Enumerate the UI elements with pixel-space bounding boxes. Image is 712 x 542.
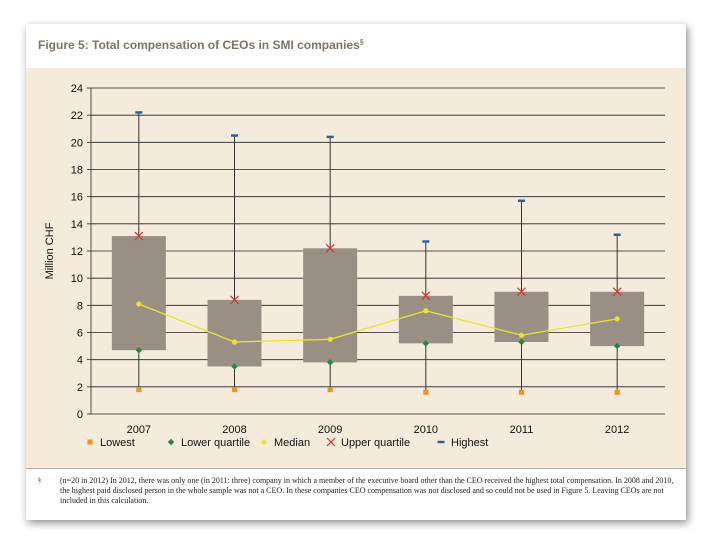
upper-quartile-marker xyxy=(325,243,335,253)
upper-quartile-marker xyxy=(421,291,431,301)
legend-label: Lower quartile xyxy=(181,437,250,449)
median-marker xyxy=(518,332,525,338)
y-tick-label: 22 xyxy=(71,110,83,122)
legend-label: Upper quartile xyxy=(341,437,410,449)
legend-label: Median xyxy=(274,437,310,449)
y-tick-label: 16 xyxy=(71,192,83,204)
lower-quartile-marker xyxy=(518,338,525,346)
y-tick-label: 2 xyxy=(77,382,83,394)
plot-area: 0 2 4 6 8 10 12 14 16 18 20 22 24 Million CHF 2007 2008… xyxy=(26,68,686,468)
y-tick-label: 18 xyxy=(71,165,83,177)
footnote-divider xyxy=(26,468,686,469)
x-tick-label: 2011 xyxy=(510,424,534,436)
legend-upper-quartile-marker xyxy=(326,437,336,447)
y-tick-label: 0 xyxy=(77,409,83,421)
lowest-marker xyxy=(423,389,429,395)
x-tick-label: 2012 xyxy=(605,424,629,436)
lowest-marker xyxy=(518,389,525,395)
upper-quartile-marker xyxy=(134,231,144,241)
lower-quartile-marker xyxy=(135,346,143,354)
median-marker xyxy=(327,336,333,342)
y-tick-label: 20 xyxy=(71,137,83,149)
title-bar: Figure 5: Total compensation of CEOs in … xyxy=(26,24,686,68)
lowest-marker xyxy=(614,389,620,395)
lower-quartile-marker xyxy=(231,363,238,370)
upper-quartile-marker xyxy=(517,287,526,297)
legend-median-marker xyxy=(261,439,267,445)
legend-lower-quartile-marker xyxy=(167,438,175,446)
y-tick-label: 12 xyxy=(71,246,83,258)
y-tick-label: 8 xyxy=(77,300,83,312)
y-tick-label: 10 xyxy=(71,273,83,285)
iqr-box xyxy=(111,236,166,351)
iqr-box xyxy=(398,295,453,344)
iqr-box xyxy=(303,248,358,363)
lower-quartile-marker xyxy=(422,340,430,347)
median-marker xyxy=(231,339,238,345)
median-marker xyxy=(423,308,429,314)
lowest-marker xyxy=(327,386,333,393)
lowest-marker xyxy=(136,386,142,393)
y-tick-label: 4 xyxy=(77,355,83,367)
median-marker xyxy=(136,301,142,307)
legend-label: Highest xyxy=(451,437,488,449)
median-line xyxy=(138,303,618,343)
upper-quartile-marker xyxy=(230,295,239,305)
lower-quartile-marker xyxy=(613,342,621,350)
y-tick-label: 6 xyxy=(77,328,83,340)
upper-quartile-marker xyxy=(612,287,622,297)
iqr-box xyxy=(207,299,262,367)
footnote-mark: § xyxy=(38,478,41,484)
figure-card: Figure 5: Total compensation of CEOs in … xyxy=(26,24,686,520)
lowest-marker xyxy=(231,386,238,393)
figure-title: Figure 5: Total compensation of CEOs in … xyxy=(38,38,364,52)
footnote-text: (n=20 in 2012) In 2012, there was only o… xyxy=(60,476,674,505)
legend-lowest-marker xyxy=(87,439,93,445)
lower-quartile-marker xyxy=(326,359,334,366)
x-tick-label: 2008 xyxy=(222,424,246,436)
x-tick-label: 2009 xyxy=(318,424,342,436)
x-tick-label: 2007 xyxy=(127,424,151,436)
y-axis-label: Million CHF xyxy=(44,222,56,279)
title-superscript: § xyxy=(359,39,364,46)
y-tick-label: 24 xyxy=(71,83,83,95)
median-marker xyxy=(614,316,620,322)
x-tick-label: 2010 xyxy=(414,424,438,436)
y-tick-label: 14 xyxy=(71,219,83,231)
legend-label: Lowest xyxy=(100,437,135,449)
